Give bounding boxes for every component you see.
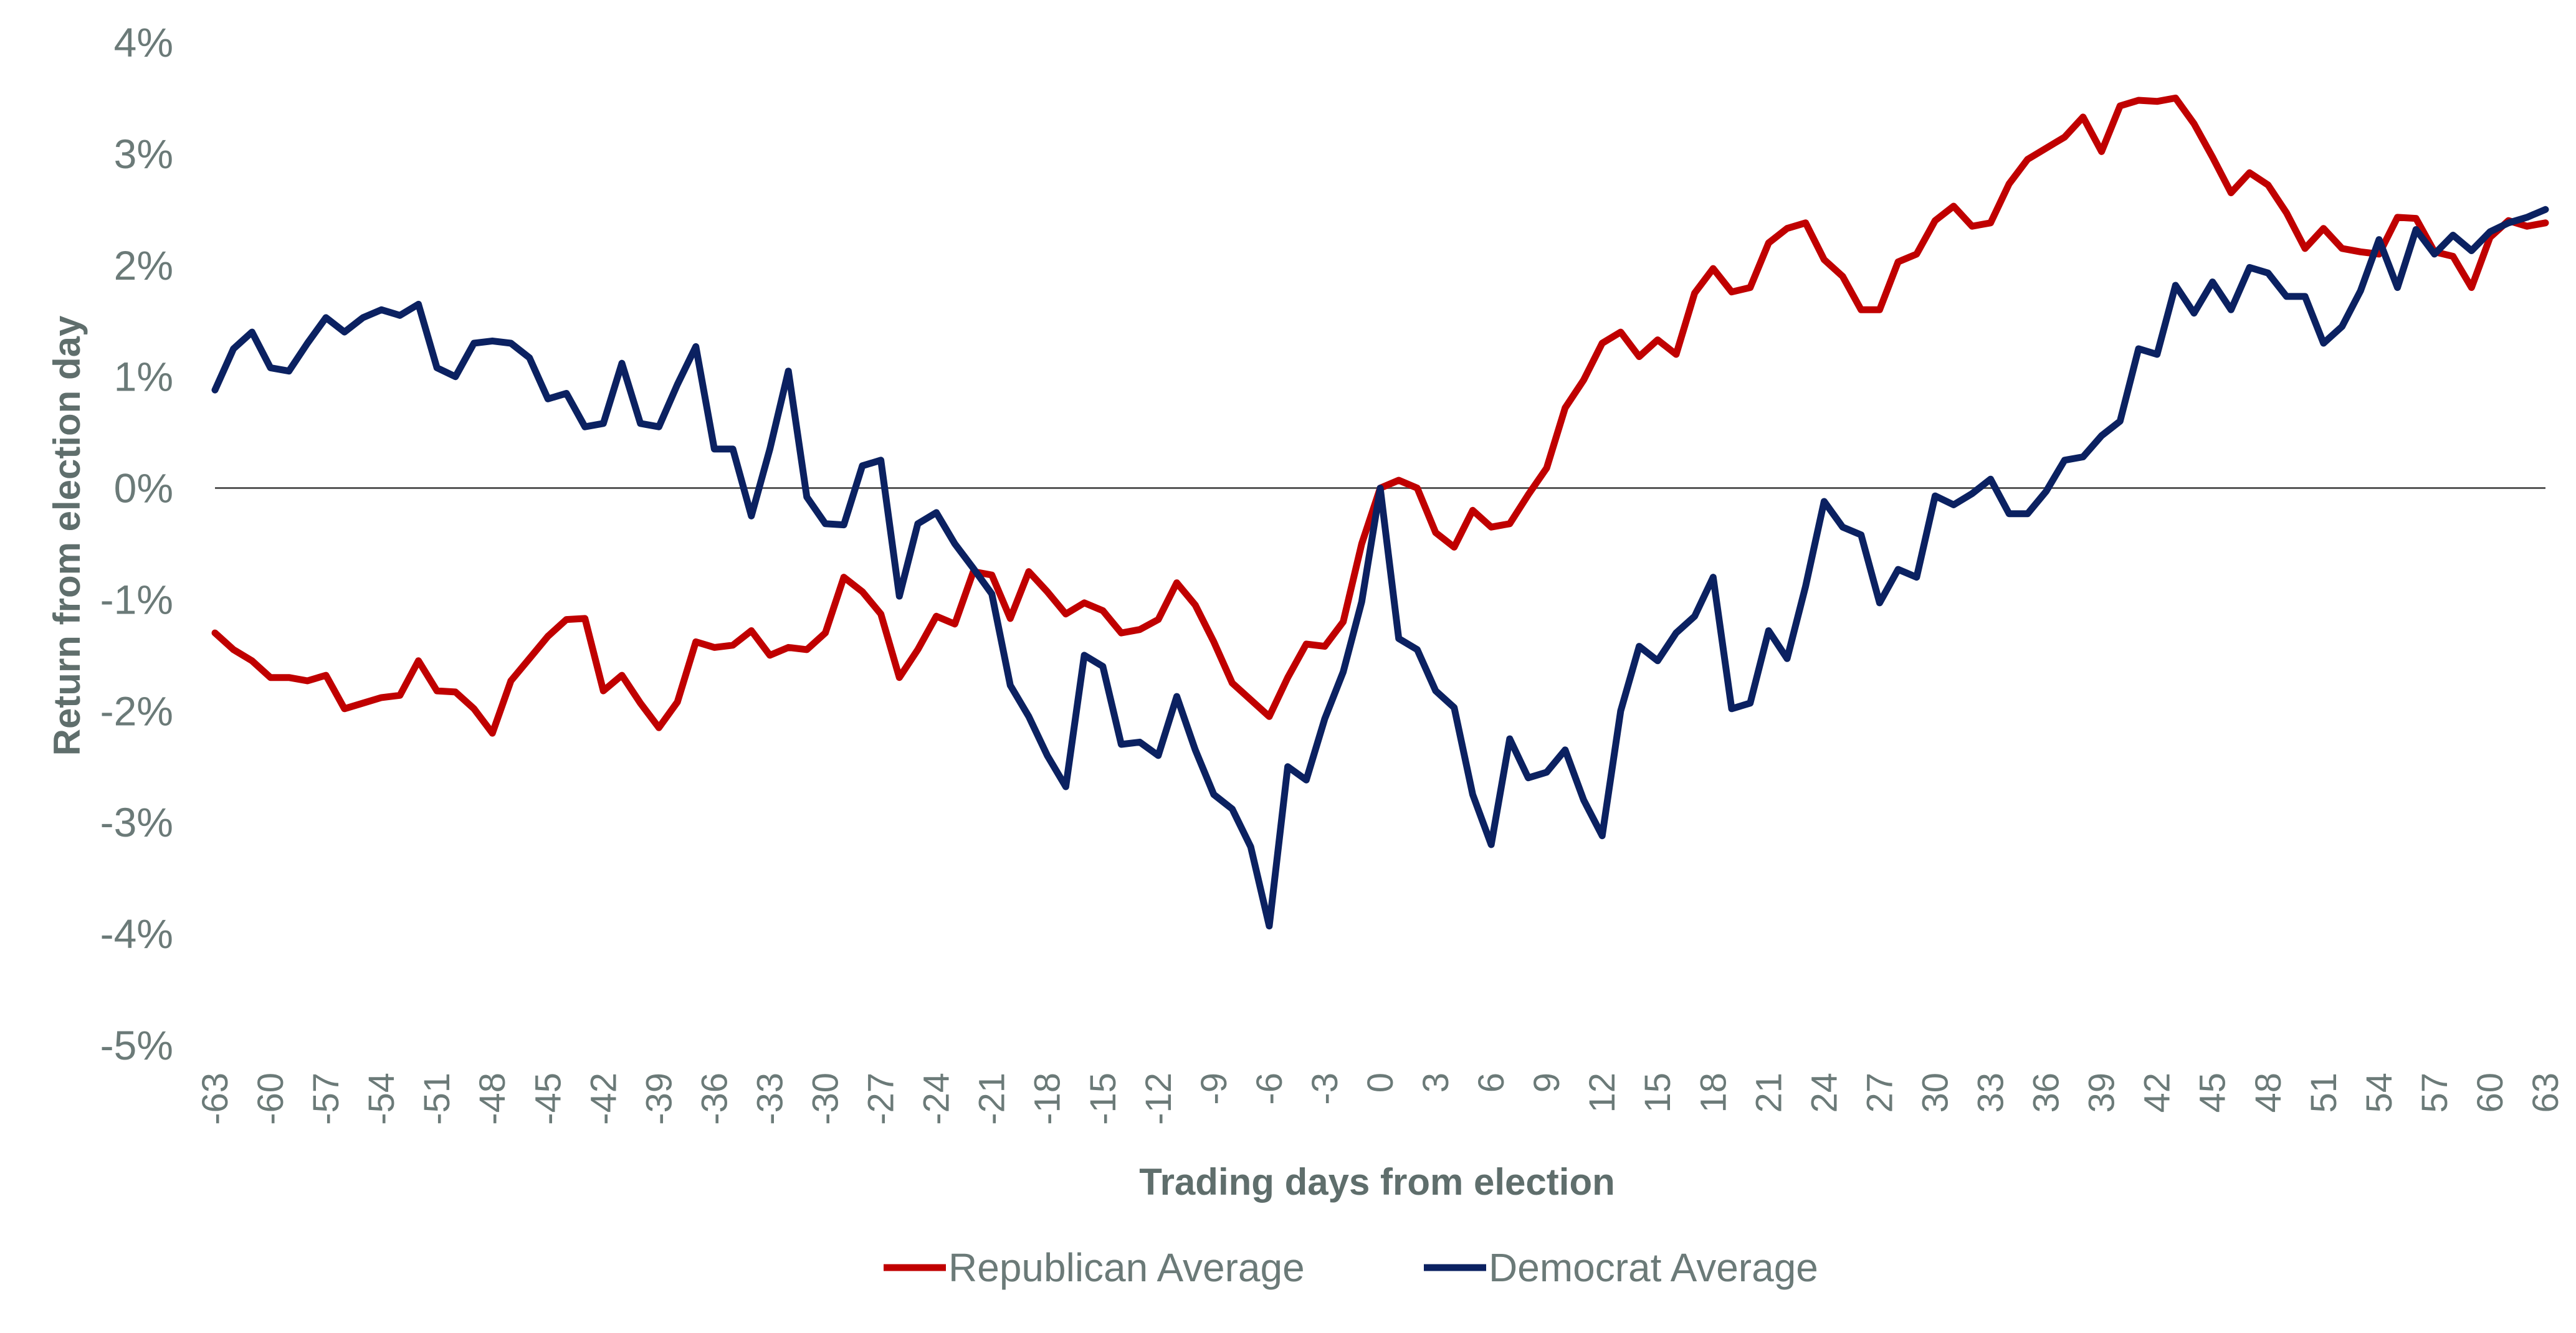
x-tick-label: 48	[2248, 1073, 2289, 1113]
x-tick-label: -36	[694, 1073, 735, 1125]
x-tick-label: -63	[195, 1073, 236, 1125]
x-tick-label: 15	[1638, 1073, 1678, 1113]
x-tick-label: 18	[1693, 1073, 1734, 1113]
x-tick-label: -21	[972, 1073, 1013, 1125]
x-tick-label: 30	[1915, 1073, 1955, 1113]
x-tick-label: -39	[639, 1073, 679, 1125]
x-tick-label: 54	[2359, 1073, 2400, 1113]
x-tick-label: 57	[2415, 1073, 2455, 1113]
x-tick-label: 42	[2137, 1073, 2178, 1113]
legend-label-democrat: Democrat Average	[1489, 1245, 1818, 1290]
x-axis-title: Trading days from election	[1139, 1161, 1615, 1203]
x-tick-label: 60	[2470, 1073, 2511, 1113]
x-tick-label: -24	[917, 1073, 957, 1125]
y-tick-label: -1%	[100, 576, 173, 622]
x-tick-label: -57	[306, 1073, 346, 1125]
x-tick-label: -42	[583, 1073, 624, 1125]
x-tick-label: -3	[1305, 1073, 1345, 1105]
y-tick-label: -3%	[100, 799, 173, 845]
x-tick-label: 24	[1804, 1073, 1844, 1113]
y-axis-title: Return from election day	[46, 315, 88, 756]
y-tick-label: -2%	[100, 688, 173, 734]
x-tick-label: 45	[2193, 1073, 2233, 1113]
x-tick-label: -45	[528, 1073, 568, 1125]
legend-label-republican: Republican Average	[948, 1245, 1305, 1290]
y-tick-label: 0%	[114, 465, 173, 511]
x-tick-label: 12	[1582, 1073, 1623, 1113]
y-axis-ticks: 4% 3% 2% 1% 0% -1% -2% -3% -4% -5%	[100, 19, 173, 1068]
x-tick-label: 3	[1416, 1073, 1456, 1093]
y-tick-label: -5%	[100, 1022, 173, 1068]
x-tick-label: -9	[1194, 1073, 1234, 1105]
x-tick-label: -18	[1028, 1073, 1068, 1125]
x-tick-label: -30	[806, 1073, 846, 1125]
x-tick-label: -12	[1138, 1073, 1179, 1125]
x-tick-label: -33	[750, 1073, 790, 1125]
y-tick-label: -4%	[100, 911, 173, 957]
x-tick-label: 27	[1859, 1073, 1900, 1113]
y-tick-label: 2%	[114, 242, 173, 288]
x-tick-label: 6	[1471, 1073, 1512, 1093]
y-tick-label: 4%	[114, 19, 173, 65]
x-tick-label: -60	[250, 1073, 291, 1125]
series-lines	[211, 94, 2549, 930]
x-tick-label: 36	[2026, 1073, 2067, 1113]
x-tick-label: -6	[1249, 1073, 1290, 1105]
legend: Republican Average Democrat Average	[884, 1245, 1818, 1290]
x-tick-label: 9	[1527, 1073, 1567, 1093]
series-line-democrat	[211, 206, 2549, 930]
x-tick-label: -48	[472, 1073, 513, 1125]
series-line-republican	[211, 94, 2549, 737]
x-tick-label: -15	[1083, 1073, 1123, 1125]
x-tick-label: 21	[1748, 1073, 1789, 1113]
y-tick-label: 3%	[114, 131, 173, 177]
x-tick-label: -27	[861, 1073, 902, 1125]
y-tick-label: 1%	[114, 354, 173, 400]
x-tick-label: -54	[361, 1073, 402, 1125]
x-tick-label: 63	[2526, 1073, 2566, 1113]
x-tick-label: -51	[417, 1073, 457, 1125]
x-tick-label: 33	[1971, 1073, 2011, 1113]
x-tick-label: 0	[1360, 1073, 1401, 1093]
x-tick-label: 39	[2082, 1073, 2122, 1113]
x-axis-ticks: -63 -60 -57 -54 -51 -48 -45 -42 -39 -36 -33 -30 -27-…	[195, 1073, 2566, 1125]
x-tick-label: 51	[2304, 1073, 2344, 1113]
